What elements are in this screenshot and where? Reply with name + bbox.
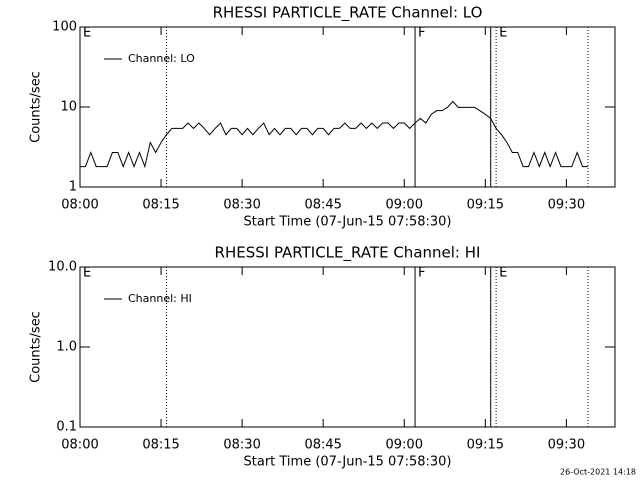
y-tick-label: 100 (52, 20, 77, 35)
y-axis-label: Counts/sec (29, 71, 44, 143)
data-line (80, 100, 588, 169)
y-tick-label: 1 (69, 180, 77, 195)
x-tick-label: 09:00 (386, 438, 423, 453)
x-tick-label: 08:00 (61, 198, 98, 213)
x-tick-label: 08:15 (142, 438, 179, 453)
x-tick-label: 08:45 (304, 198, 341, 213)
x-axis-label: Start Time (07-Jun-15 07:58:30) (244, 215, 452, 230)
y-tick-label: 0.1 (56, 420, 77, 435)
marker-label: E (499, 266, 507, 281)
x-tick-label: 09:15 (467, 438, 504, 453)
marker-label: F (418, 266, 425, 281)
legend-label: Channel: HI (128, 292, 192, 305)
plot-frame (79, 26, 616, 188)
x-tick-label: 08:30 (223, 198, 260, 213)
x-tick-label: 08:45 (304, 438, 341, 453)
marker-label: E (83, 26, 91, 41)
y-tick-label: 1.0 (56, 340, 77, 355)
x-tick-label: 09:30 (548, 198, 585, 213)
plot-frame (79, 266, 616, 428)
chart-title: RHESSI PARTICLE_RATE Channel: HI (215, 244, 481, 263)
x-axis-label: Start Time (07-Jun-15 07:58:30) (244, 455, 452, 470)
y-tick-label: 10 (60, 100, 77, 115)
x-tick-label: 09:30 (548, 438, 585, 453)
marker-label: E (83, 266, 91, 281)
x-tick-label: 08:15 (142, 198, 179, 213)
marker-label: E (499, 26, 507, 41)
footer-date: 26-Oct-2021 14:18 (560, 468, 636, 477)
y-tick-label: 10.0 (48, 260, 77, 275)
x-tick-label: 09:15 (467, 198, 504, 213)
y-axis-label: Counts/sec (29, 311, 44, 383)
legend-label: Channel: LO (128, 52, 195, 65)
x-tick-label: 08:30 (223, 438, 260, 453)
marker-label: F (418, 26, 425, 41)
x-tick-label: 08:00 (61, 438, 98, 453)
chart-title: RHESSI PARTICLE_RATE Channel: LO (213, 4, 483, 23)
x-tick-label: 09:00 (386, 198, 423, 213)
